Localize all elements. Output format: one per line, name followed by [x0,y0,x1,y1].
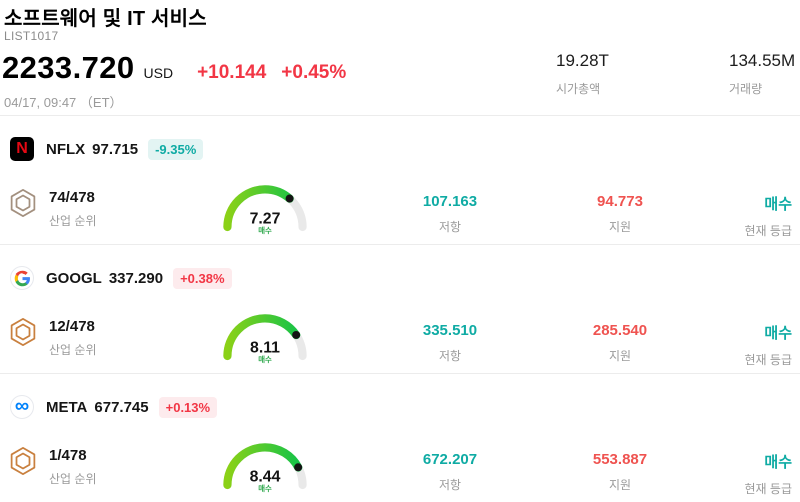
industry-rank-label: 산업 순위 [49,343,97,357]
stock-metrics: 74/478 산업 순위 7.27 매수 107.163 저항 [0,180,800,244]
resistance-cell: 672.207 저항 [340,438,560,497]
industry-rank-value: 74/478 [49,189,95,206]
timestamp: 04/17, 09:47 （ET） [4,95,123,110]
support-cell: 553.887 지원 [560,438,680,497]
stock-row-googl[interactable]: GOOGL 337.290 +0.38% 12/478 산업 순위 [0,244,800,373]
hexagon-rank-icon [8,188,38,218]
gauge-score: 8.11 [250,339,280,356]
industry-rank-value: 1/478 [49,447,87,464]
volume-stat: 134.55M 거래량 [729,51,795,97]
rating-gauge: 8.11 매수 [190,309,340,368]
resistance-cell: 335.510 저항 [340,309,560,368]
ticker-line: N NFLX 97.715 -9.35% [0,116,800,162]
ticker-line: ∞ META 677.745 +0.13% [0,374,800,420]
industry-rank-label: 산업 순위 [49,472,97,486]
resistance-value: 672.207 [422,451,478,468]
ticker-line: GOOGL 337.290 +0.38% [0,245,800,291]
rating-value: 매수 [764,196,792,213]
support-value: 94.773 [597,193,643,210]
support-label: 지원 [608,478,632,492]
rank-text: 12/478 산업 순위 [49,317,97,368]
currency-label: USD [143,65,174,81]
resistance-label: 저항 [438,220,462,234]
meta-infinity-glyph: ∞ [14,395,30,417]
industry-rank-cell: 74/478 산업 순위 [0,180,190,239]
market-cap-stat: 19.28T 시가총액 [556,51,609,97]
index-price-row: 2233.720 USD +10.144 +0.45% [2,50,346,86]
gauge-score: 8.44 [250,468,281,485]
ticker-price: 97.715 [92,140,139,158]
support-value: 553.887 [592,451,648,468]
resistance-label: 저항 [438,349,462,363]
rating-gauge: 8.44 매수 [190,438,340,497]
change-badge: +0.13% [158,396,218,418]
industry-rank-label: 산업 순위 [49,214,97,228]
resistance-cell: 107.163 저항 [340,180,560,239]
stock-metrics: 1/478 산업 순위 8.44 매수 672.207 저항 [0,438,800,502]
price-change-percent: +0.45% [281,62,347,83]
stock-metrics: 12/478 산업 순위 8.11 매수 335.510 저항 [0,309,800,373]
stock-row-meta[interactable]: ∞ META 677.745 +0.13% 1/478 산업 순위 [0,373,800,502]
netflix-n-glyph: N [16,140,28,157]
ticker-price: 677.745 [94,398,149,416]
price-change: +10.144 [197,62,267,83]
rating-cell: 매수 현재 등급 [680,180,800,239]
support-cell: 94.773 지원 [560,180,680,239]
meta-logo-icon[interactable]: ∞ [10,395,34,419]
market-cap-label: 시가총액 [556,82,601,96]
rating-cell: 매수 현재 등급 [680,309,800,368]
resistance-label: 저항 [438,478,462,492]
change-badge: -9.35% [148,138,204,160]
ticker-symbol[interactable]: META [46,398,88,416]
rating-label: 현재 등급 [744,353,793,367]
gauge-rating-label: 매수 [258,226,272,235]
industry-rank-cell: 1/478 산업 순위 [0,438,190,497]
rank-text: 1/478 산업 순위 [49,446,97,497]
support-value: 285.540 [592,322,648,339]
rating-gauge: 7.27 매수 [190,180,340,239]
sector-header: 소프트웨어 및 IT 서비스 LIST1017 2233.720 USD +10… [0,0,800,115]
industry-rank-value: 12/478 [49,318,95,335]
rating-cell: 매수 현재 등급 [680,438,800,497]
support-label: 지원 [608,349,632,363]
list-id: LIST1017 [4,29,59,43]
ticker-price: 337.290 [108,269,164,287]
rating-value: 매수 [764,325,792,342]
gauge-rating-label: 매수 [258,484,272,493]
change-badge: +0.38% [173,267,232,289]
industry-rank-cell: 12/478 산업 순위 [0,309,190,368]
page-title: 소프트웨어 및 IT 서비스 [4,8,207,30]
stock-list: N NFLX 97.715 -9.35% 74/478 산업 순위 [0,115,800,502]
gauge-rating-label: 매수 [258,355,272,364]
rank-text: 74/478 산업 순위 [49,188,97,239]
ticker-symbol[interactable]: NFLX [46,140,86,158]
hexagon-rank-icon [8,317,38,347]
index-price: 2233.720 [2,50,135,85]
volume-label: 거래량 [729,82,763,96]
support-cell: 285.540 지원 [560,309,680,368]
netflix-logo-icon[interactable]: N [10,137,34,161]
rating-label: 현재 등급 [744,482,793,496]
rating-value: 매수 [764,454,792,471]
market-cap-value: 19.28T [556,51,609,70]
rating-label: 현재 등급 [744,224,793,238]
ticker-symbol[interactable]: GOOGL [46,269,102,287]
gauge-score: 7.27 [250,210,281,227]
google-logo-icon[interactable] [10,266,34,290]
hexagon-rank-icon [8,446,38,476]
resistance-value: 107.163 [422,193,478,210]
resistance-value: 335.510 [422,322,478,339]
volume-value: 134.55M [729,51,796,70]
stock-row-nflx[interactable]: N NFLX 97.715 -9.35% 74/478 산업 순위 [0,115,800,244]
support-label: 지원 [608,220,632,234]
